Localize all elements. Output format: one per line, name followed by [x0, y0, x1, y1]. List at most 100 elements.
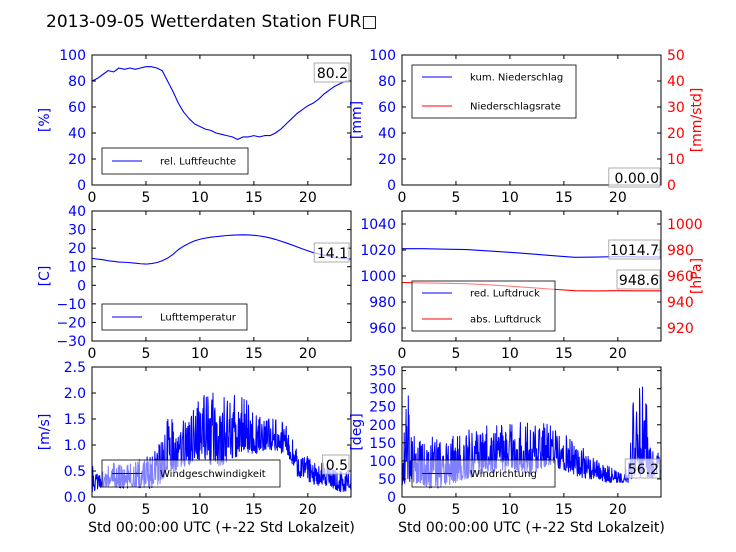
x-tick-label: 15: [555, 190, 573, 206]
y-axis-label-right: [hPa]: [689, 258, 705, 294]
y-tick-label-right: 980: [667, 243, 694, 259]
y-tick-label: 40: [68, 126, 86, 142]
y-tick-label: 100: [59, 48, 86, 64]
y-tick-label: 30: [68, 223, 86, 239]
y-tick-label-right: 20: [667, 126, 685, 142]
y-tick-label: −20: [56, 315, 86, 331]
x-tick-label: 5: [141, 190, 150, 206]
y-tick-label: 980: [369, 295, 396, 311]
x-tick-label: 0: [88, 502, 97, 518]
current-value-box: [321, 454, 350, 475]
series-line-humidity-0: [92, 66, 351, 141]
y-tick-label: 0: [387, 490, 396, 506]
y-tick-label: 50: [378, 472, 396, 488]
y-tick-label: 0: [387, 178, 396, 194]
y-tick-label-right: 30: [667, 100, 685, 116]
y-axis-label: [%]: [37, 108, 53, 132]
plot-frame-temperature: [91, 210, 352, 342]
legend-windspeed: Windgeschwindigkeit: [101, 459, 281, 488]
y-tick-label: 2.5: [64, 360, 86, 376]
legend-humidity: rel. Luftfeuchte: [101, 147, 249, 175]
plot-frame-windspeed: [91, 366, 352, 498]
x-tick-label: 15: [245, 190, 263, 206]
plot-area-temperature: [92, 234, 351, 265]
y-tick-label: 1.5: [64, 412, 86, 428]
y-tick-label: 1000: [360, 269, 396, 285]
x-tick-label: 0: [88, 190, 97, 206]
y-tick-label: 20: [378, 152, 396, 168]
y-tick-label: 100: [369, 48, 396, 64]
x-tick-label: 0: [398, 190, 407, 206]
current-value: 0.00.0: [614, 171, 659, 187]
legend-box: [411, 64, 577, 119]
y-tick-label: −10: [56, 297, 86, 313]
x-axis-label: Std 00:00:00 UTC (+-22 Std Lokalzeit): [398, 520, 665, 536]
legend-winddir: Windrichtung: [411, 459, 556, 488]
y-tick-label: 80: [378, 74, 396, 90]
x-tick-label: 10: [191, 346, 209, 362]
x-tick-label: 10: [501, 346, 519, 362]
y-tick-label: 100: [369, 454, 396, 470]
y-tick-label: 0: [77, 278, 86, 294]
y-tick-label: 1.0: [64, 438, 86, 454]
y-tick-label: 60: [378, 100, 396, 116]
y-tick-label: 200: [369, 418, 396, 434]
legend-entry: abs. Luftdruck: [470, 315, 541, 326]
x-tick-label: 20: [609, 502, 627, 518]
y-tick-label-right: 960: [667, 269, 694, 285]
y-tick-label-right: 50: [667, 48, 685, 64]
current-value-box: [624, 458, 661, 479]
y-tick-label: −30: [56, 334, 86, 350]
x-tick-label: 5: [451, 190, 460, 206]
x-tick-label: 0: [398, 502, 407, 518]
chart-panel-windspeed: 0 5 10 15 20 0.0 0.5 1.0 1.5 2.0 2.5 [m/s] Std 00:00…: [37, 360, 355, 536]
chart-panel-temperature: 0 5 10 15 20 −30 −20 −10 0 10 20 30 40 [C] Lufttempera…: [37, 204, 352, 362]
y-tick-label: 0: [77, 178, 86, 194]
legend-entry: Windgeschwindigkeit: [160, 469, 266, 480]
current-value: 1014.7: [610, 243, 659, 259]
legend-entry: Lufttemperatur: [160, 313, 237, 324]
x-tick-label: 10: [191, 502, 209, 518]
legend-temperature: Lufttemperatur: [101, 303, 248, 331]
plot-frame-precip: [401, 54, 662, 186]
x-tick-label: 5: [141, 502, 150, 518]
current-value-right: 948.6: [619, 273, 659, 289]
x-tick-label: 0: [88, 346, 97, 362]
chart-panel-pressure: 0 5 10 15 20 960 980 1000 1020 1040 920 940 960 980 10…: [360, 210, 705, 362]
current-value: 56.2: [628, 462, 659, 478]
y-tick-label: 40: [68, 204, 86, 220]
x-tick-label: 20: [609, 190, 627, 206]
current-value-right-box: [616, 269, 661, 290]
x-tick-label: 20: [299, 502, 317, 518]
y-tick-label: 0.0: [64, 490, 86, 506]
x-tick-label: 20: [299, 190, 317, 206]
y-tick-label: 80: [68, 74, 86, 90]
y-tick-label: 1040: [360, 217, 396, 233]
current-value-box: [313, 62, 350, 83]
legend-entry: rel. Luftfeuchte: [160, 157, 236, 168]
y-tick-label: 1020: [360, 243, 396, 259]
figure-title: 2013-09-05 Wetterdaten Station FUR□: [46, 12, 377, 32]
y-tick-label: 2.0: [64, 386, 86, 402]
current-value-box: [608, 239, 661, 260]
legend-entry: Windrichtung: [470, 469, 537, 480]
legend-pressure: red. Luftdruck abs. Luftdruck: [411, 280, 556, 332]
x-tick-label: 10: [191, 190, 209, 206]
y-axis-label: [deg]: [349, 413, 365, 450]
y-tick-label: 40: [378, 126, 396, 142]
x-tick-label: 15: [245, 502, 263, 518]
y-tick-label: 20: [68, 152, 86, 168]
legend-entry: red. Luftdruck: [470, 289, 540, 300]
y-tick-label-right: 10: [667, 152, 685, 168]
x-tick-label: 20: [609, 346, 627, 362]
series-line-temperature-0: [92, 234, 351, 265]
y-axis-label: [m/s]: [37, 414, 53, 451]
legend-box: [411, 280, 556, 332]
current-value: 80.2: [317, 66, 348, 82]
plot-frame-winddir: [401, 366, 662, 498]
plot-frame-humidity: [91, 54, 352, 186]
y-tick-label: 250: [369, 400, 396, 416]
y-tick-label-right: 920: [667, 321, 694, 337]
y-tick-label-right: 940: [667, 295, 694, 311]
